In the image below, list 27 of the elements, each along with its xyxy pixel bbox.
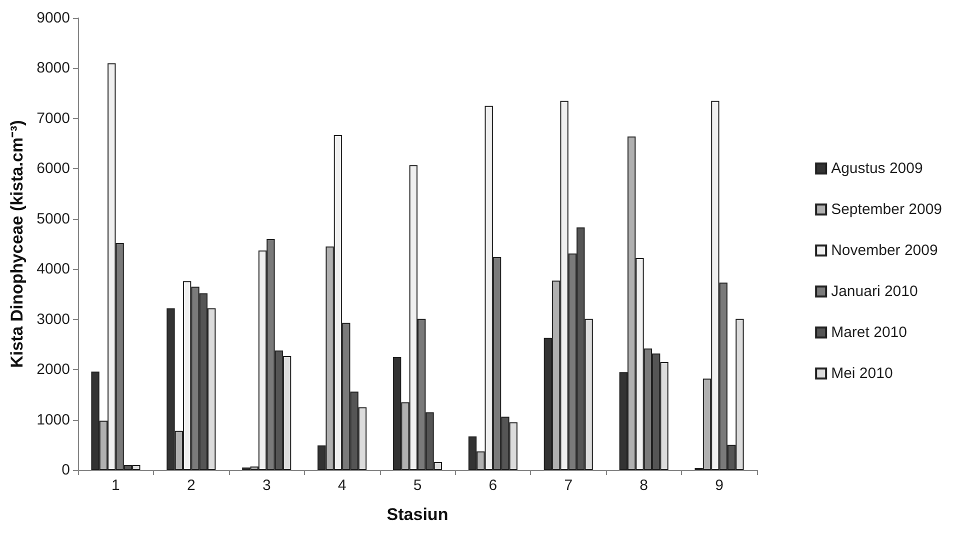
x-axis-title: Stasiun bbox=[386, 505, 448, 524]
x-tick-label: 6 bbox=[488, 477, 498, 494]
x-tick-label: 2 bbox=[186, 477, 196, 494]
x-tick-label: 8 bbox=[640, 477, 648, 494]
x-tick-label: 1 bbox=[112, 477, 120, 494]
x-tick-label: 3 bbox=[262, 477, 271, 494]
y-axis-title: Kista Dinophyceae (kista.cm⁻³) bbox=[8, 120, 27, 368]
y-tick-label: 5000 bbox=[36, 210, 70, 228]
legend-label: Agustus 2009 bbox=[831, 160, 923, 177]
y-tick-label: 8000 bbox=[36, 60, 70, 77]
y-tick-label: 6000 bbox=[36, 160, 70, 178]
x-tick-label: 4 bbox=[338, 477, 346, 494]
y-tick-label: 7000 bbox=[36, 110, 70, 127]
legend-label: November 2009 bbox=[831, 242, 938, 259]
y-tick-label: 3000 bbox=[36, 310, 70, 328]
x-tick-label: 7 bbox=[564, 477, 573, 494]
x-tick-label: 5 bbox=[413, 477, 422, 494]
y-tick-label: 2000 bbox=[36, 361, 70, 378]
y-tick-label: 4000 bbox=[36, 260, 70, 278]
legend-label: Januari 2010 bbox=[831, 283, 918, 300]
legend-label: Mei 2010 bbox=[831, 365, 893, 382]
y-tick-label: 9000 bbox=[36, 10, 70, 26]
legend-label: Maret 2010 bbox=[831, 324, 907, 341]
y-tick-label: 0 bbox=[62, 462, 70, 478]
y-tick-label: 1000 bbox=[36, 411, 70, 428]
legend-label: September 2009 bbox=[831, 201, 942, 218]
x-tick-label: 9 bbox=[715, 477, 724, 494]
